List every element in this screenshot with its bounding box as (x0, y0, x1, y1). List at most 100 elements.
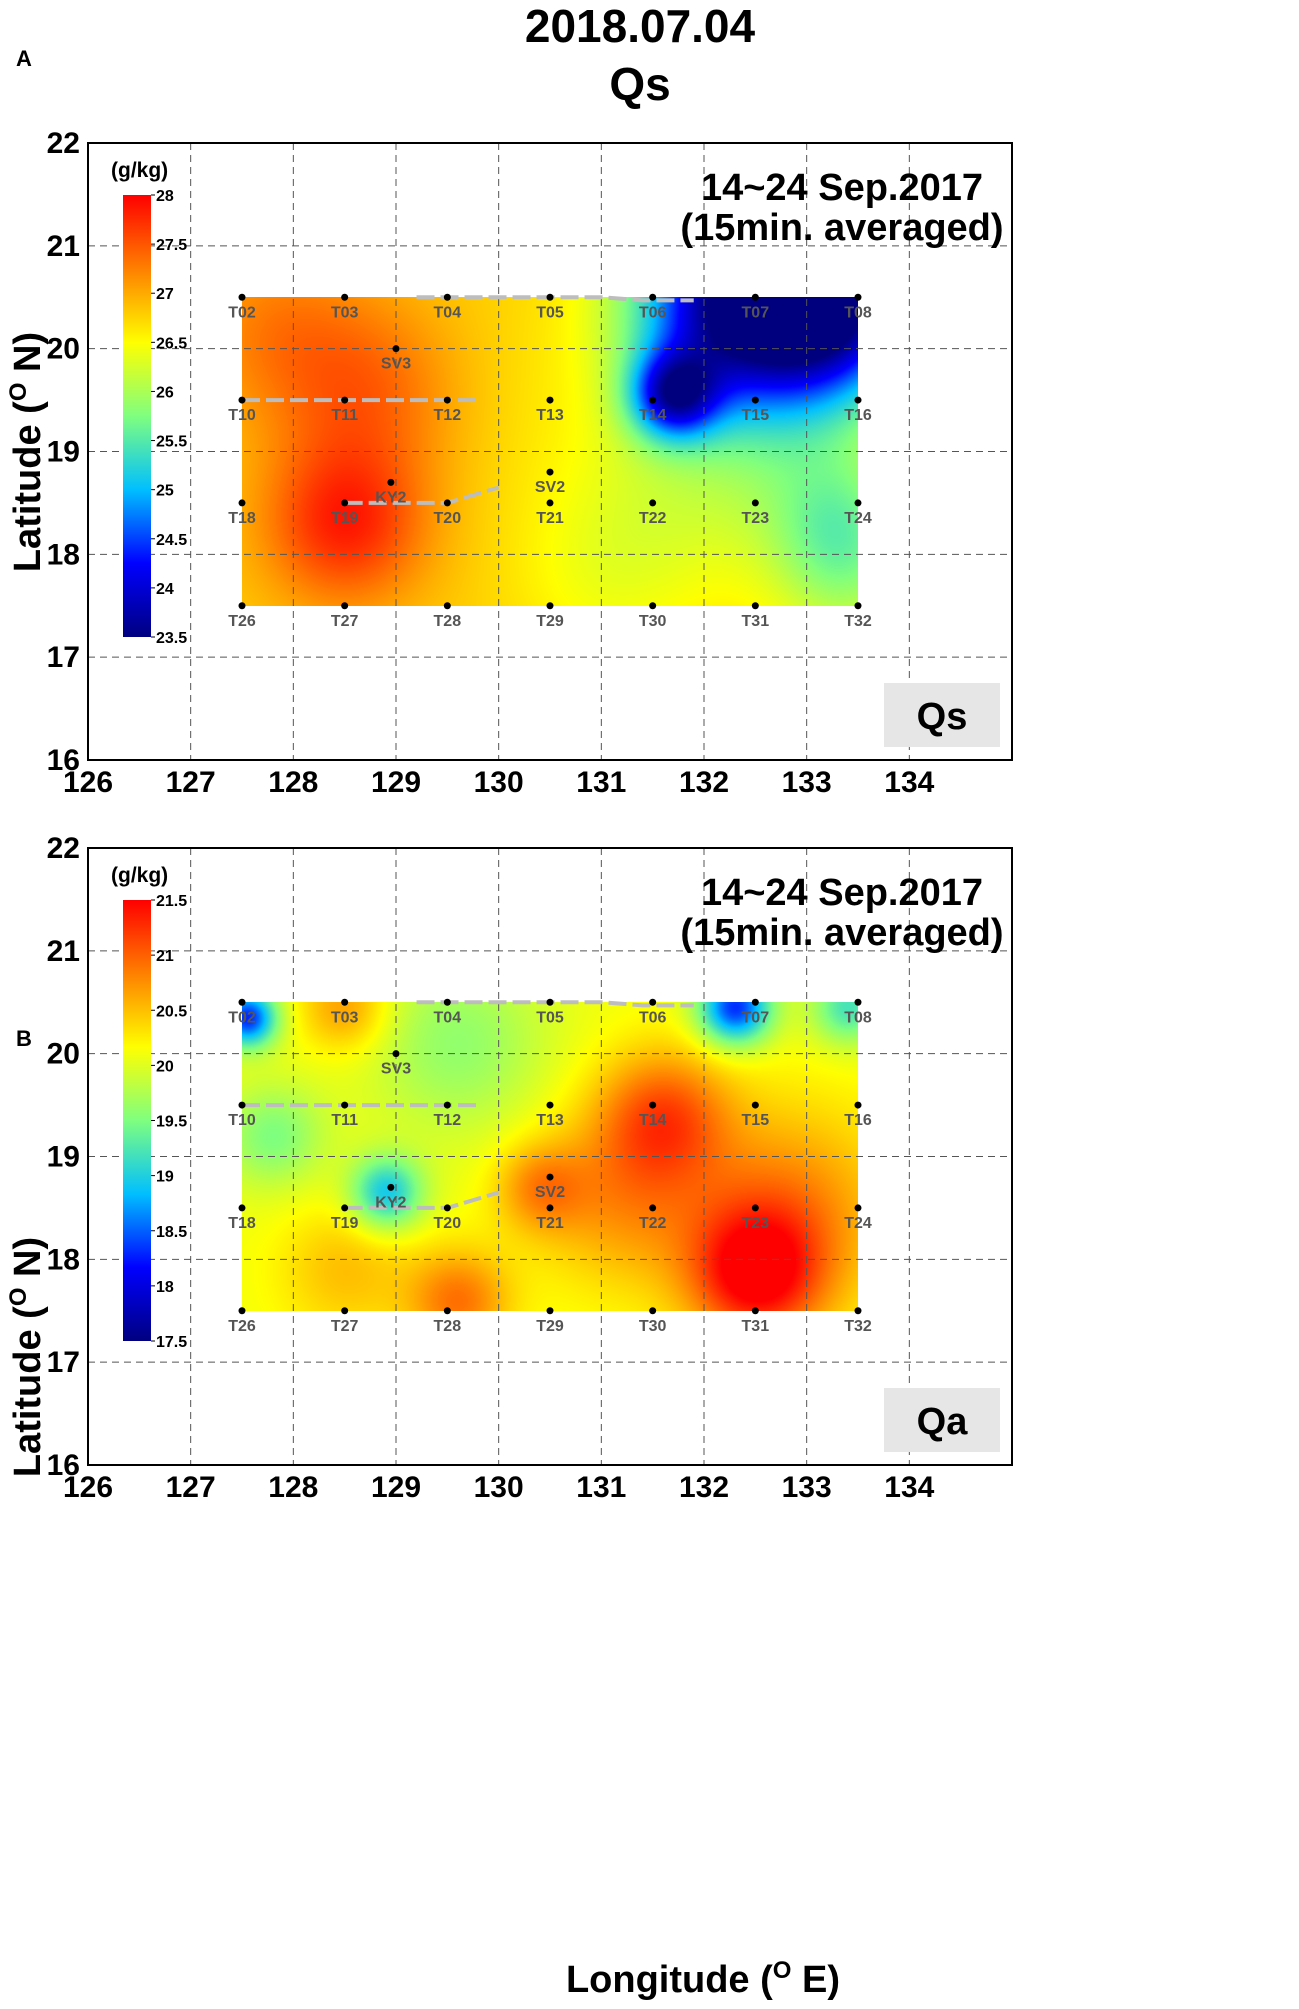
y-axis-label-b-end: N) (7, 1237, 49, 1288)
station-label: T21 (536, 510, 564, 527)
colorbar-unit: (g/kg) (111, 159, 168, 182)
station-label: T15 (742, 407, 770, 424)
y-axis-label-b-text: Latitude ( (7, 1306, 49, 1477)
svg-text:Latitude (O N): Latitude (O N) (5, 332, 49, 572)
station-marker (341, 293, 349, 301)
colorbar-unit: (g/kg) (111, 864, 168, 887)
station-marker (238, 499, 246, 507)
station-marker (649, 293, 657, 301)
station-label: T14 (639, 1112, 667, 1129)
colorbar-tick-label: 17.5 (156, 1334, 187, 1351)
y-tick-label: 21 (47, 230, 80, 263)
station-label: T28 (434, 613, 462, 630)
station-marker (546, 468, 554, 476)
colorbar-tick-label: 21.5 (156, 893, 187, 910)
station-marker (546, 499, 554, 507)
station-label: SV3 (381, 356, 411, 373)
x-tick-label: 129 (371, 766, 421, 799)
x-tick-label: 133 (782, 766, 832, 799)
svg-text:Latitude (O N): Latitude (O N) (5, 1237, 49, 1477)
station-label: T05 (536, 1009, 564, 1026)
y-tick-label: 16 (47, 744, 80, 777)
y-tick-label: 18 (47, 538, 80, 571)
station-label: T16 (844, 407, 872, 424)
colorbar-tick-label: 24 (156, 581, 174, 598)
station-label: T24 (844, 1215, 872, 1232)
colorbar-tick-label: 25.5 (156, 434, 187, 451)
station-marker (546, 1204, 554, 1212)
station-label: T07 (742, 1009, 770, 1026)
station-marker (649, 396, 657, 404)
x-tick-label: 127 (166, 1471, 216, 1504)
period-line1: 14~24 Sep.2017 (701, 872, 983, 914)
station-label: T19 (331, 1215, 359, 1232)
station-label: T23 (742, 510, 770, 527)
colorbar-tick-label: 26 (156, 384, 174, 401)
x-tick-label: 126 (63, 1471, 113, 1504)
station-label: T22 (639, 510, 667, 527)
station-marker (341, 499, 349, 507)
variable-box-label: Qs (917, 696, 968, 738)
station-label: T31 (742, 1318, 770, 1335)
x-axis-label-text: Longitude ( (566, 1959, 773, 2001)
station-marker (854, 396, 862, 404)
station-marker (751, 293, 759, 301)
variable-box (884, 1388, 1000, 1452)
station-marker (854, 602, 862, 610)
station-marker (341, 1204, 349, 1212)
station-label: T26 (228, 613, 256, 630)
plot-frame (87, 142, 1013, 761)
x-tick-label: 131 (576, 1471, 626, 1504)
station-marker (341, 1101, 349, 1109)
x-tick-label: 130 (474, 766, 524, 799)
station-label: T13 (536, 407, 564, 424)
station-label: T20 (434, 1215, 462, 1232)
station-marker (238, 396, 246, 404)
station-label: T08 (844, 304, 872, 321)
x-tick-label: 132 (679, 1471, 729, 1504)
station-label: T12 (434, 1112, 462, 1129)
station-marker (238, 1307, 246, 1315)
y-tick-label: 22 (47, 832, 80, 865)
x-tick-label: 131 (576, 766, 626, 799)
station-marker (392, 345, 400, 353)
station-marker (546, 396, 554, 404)
panel-b-letter: B (16, 1026, 32, 1051)
colorbar-tick-label: 23.5 (156, 630, 187, 647)
x-tick-label: 132 (679, 766, 729, 799)
station-label: T06 (639, 304, 667, 321)
colorbar (123, 195, 151, 637)
x-tick-label: 126 (63, 766, 113, 799)
station-label: T07 (742, 304, 770, 321)
station-marker (238, 1204, 246, 1212)
station-label: T15 (742, 1112, 770, 1129)
x-tick-label: 133 (782, 1471, 832, 1504)
station-label: T02 (228, 1009, 256, 1026)
station-marker (751, 1204, 759, 1212)
station-marker (341, 998, 349, 1006)
station-marker (751, 1101, 759, 1109)
station-label: T06 (639, 1009, 667, 1026)
station-label: T20 (434, 510, 462, 527)
x-tick-label: 127 (166, 766, 216, 799)
station-label: SV3 (381, 1061, 411, 1078)
station-label: T31 (742, 613, 770, 630)
station-label: T28 (434, 1318, 462, 1335)
station-marker (854, 499, 862, 507)
y-axis-label-b: Latitude (O N) (5, 1237, 49, 1477)
station-marker (443, 499, 451, 507)
station-marker (751, 998, 759, 1006)
station-label: T27 (331, 613, 359, 630)
station-marker (854, 998, 862, 1006)
station-label: T24 (844, 510, 872, 527)
panel-a-letter: A (16, 46, 32, 71)
panel-b: 126 127 128 129 130 131 132 133 134 16 17 18 19 20 21 2… (47, 832, 1013, 1504)
station-label: T14 (639, 407, 667, 424)
station-label: T30 (639, 613, 667, 630)
colorbar-tick-label: 20.5 (156, 1003, 187, 1020)
variable-box-label: Qa (917, 1401, 969, 1443)
y-tick-label: 18 (47, 1243, 80, 1276)
station-label: T22 (639, 1215, 667, 1232)
station-marker (649, 998, 657, 1006)
y-tick-label: 20 (47, 1038, 80, 1071)
